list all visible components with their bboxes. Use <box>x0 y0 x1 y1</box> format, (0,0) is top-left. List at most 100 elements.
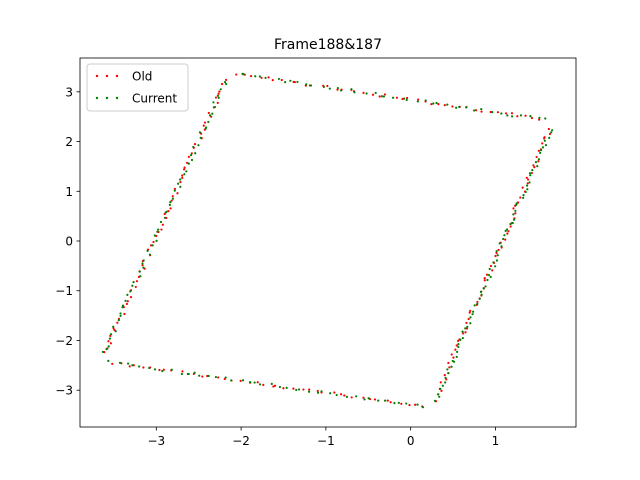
data-point-current <box>473 304 476 307</box>
data-point-current <box>309 84 313 87</box>
data-point-current <box>355 395 358 398</box>
data-point-old <box>142 366 145 369</box>
data-point-current <box>377 399 380 402</box>
data-point-current <box>512 213 515 216</box>
x-tick-label: −2 <box>232 434 250 448</box>
data-point-current <box>496 254 499 257</box>
data-point-current <box>544 117 547 120</box>
data-point-old <box>489 264 493 268</box>
data-point-current <box>258 383 262 386</box>
data-point-old <box>271 79 274 82</box>
data-point-current <box>345 395 349 398</box>
data-point-old <box>373 398 377 401</box>
data-point-current <box>277 77 281 81</box>
data-point-current <box>528 172 532 175</box>
data-point-old <box>497 248 500 252</box>
data-point-current <box>461 336 464 340</box>
data-point-old <box>160 228 163 231</box>
data-point-current <box>471 313 474 316</box>
data-point-old <box>152 240 155 244</box>
data-point-current <box>502 237 505 241</box>
data-point-old <box>216 101 219 104</box>
data-point-current <box>284 81 287 84</box>
data-point-old <box>530 116 534 120</box>
legend-marker <box>95 74 99 78</box>
data-point-current <box>225 82 228 86</box>
y-tick-label: 3 <box>65 85 73 99</box>
data-point-old <box>181 174 184 177</box>
data-point-old <box>448 366 451 369</box>
data-point-current <box>494 265 497 268</box>
data-point-current <box>416 403 419 406</box>
y-tick-label: −3 <box>55 384 73 398</box>
data-point-current <box>529 115 532 118</box>
data-point-current <box>198 374 201 377</box>
data-point-old <box>451 105 454 108</box>
data-point-current <box>183 173 186 176</box>
data-point-current <box>510 115 514 118</box>
data-point-current <box>529 174 532 177</box>
data-point-current <box>405 98 408 102</box>
data-point-old <box>201 375 204 378</box>
data-point-old <box>468 311 471 314</box>
legend-marker <box>105 74 109 78</box>
data-point-old <box>371 93 375 96</box>
data-point-current <box>500 245 503 248</box>
data-point-current <box>197 144 200 147</box>
data-point-old <box>267 76 270 79</box>
data-point-current <box>163 216 167 219</box>
data-point-old <box>235 73 238 76</box>
data-point-current <box>544 144 548 147</box>
data-point-old <box>530 171 534 175</box>
data-point-old <box>169 207 172 210</box>
data-point-current <box>539 151 542 154</box>
data-point-current <box>153 368 157 371</box>
data-point-current <box>171 197 174 200</box>
data-point-current <box>190 154 193 157</box>
data-point-current <box>295 388 298 392</box>
data-point-old <box>293 80 296 84</box>
data-point-current <box>458 105 461 109</box>
data-point-current <box>487 273 491 277</box>
data-point-old <box>220 82 224 86</box>
data-point-current <box>165 210 168 214</box>
x-tick-label: 0 <box>407 434 415 448</box>
data-point-current <box>504 229 507 233</box>
data-point-current <box>139 275 142 278</box>
data-point-old <box>339 393 343 396</box>
y-tick-label: −1 <box>55 284 73 298</box>
data-point-current <box>109 333 113 336</box>
x-tick-label: −3 <box>147 434 165 448</box>
data-point-current <box>416 100 419 103</box>
data-point-old <box>521 186 524 189</box>
data-point-current <box>511 221 514 225</box>
data-point-current <box>148 366 151 370</box>
data-point-current <box>117 319 120 322</box>
data-point-old <box>452 356 455 359</box>
legend-box <box>86 63 189 112</box>
x-tick-label: −1 <box>317 434 335 448</box>
data-point-current <box>447 372 450 375</box>
data-point-current <box>177 182 180 185</box>
data-point-current <box>219 88 222 91</box>
data-point-old <box>494 254 497 258</box>
data-point-old <box>350 396 353 399</box>
data-point-old <box>408 403 411 407</box>
data-point-current <box>185 170 188 173</box>
data-point-current <box>194 152 197 155</box>
data-point-current <box>296 80 299 84</box>
data-point-current <box>421 406 425 409</box>
data-point-current <box>435 101 438 105</box>
data-point-current <box>224 376 227 379</box>
data-point-current <box>393 402 396 405</box>
data-point-current <box>307 390 311 393</box>
data-point-old <box>256 381 259 384</box>
data-point-current <box>537 158 541 161</box>
legend-label: Old <box>132 70 152 84</box>
data-point-current <box>192 145 195 149</box>
data-point-current <box>118 361 122 364</box>
data-point-current <box>473 109 476 112</box>
data-point-current <box>455 355 458 358</box>
data-point-old <box>272 385 275 388</box>
data-point-current <box>469 322 472 325</box>
